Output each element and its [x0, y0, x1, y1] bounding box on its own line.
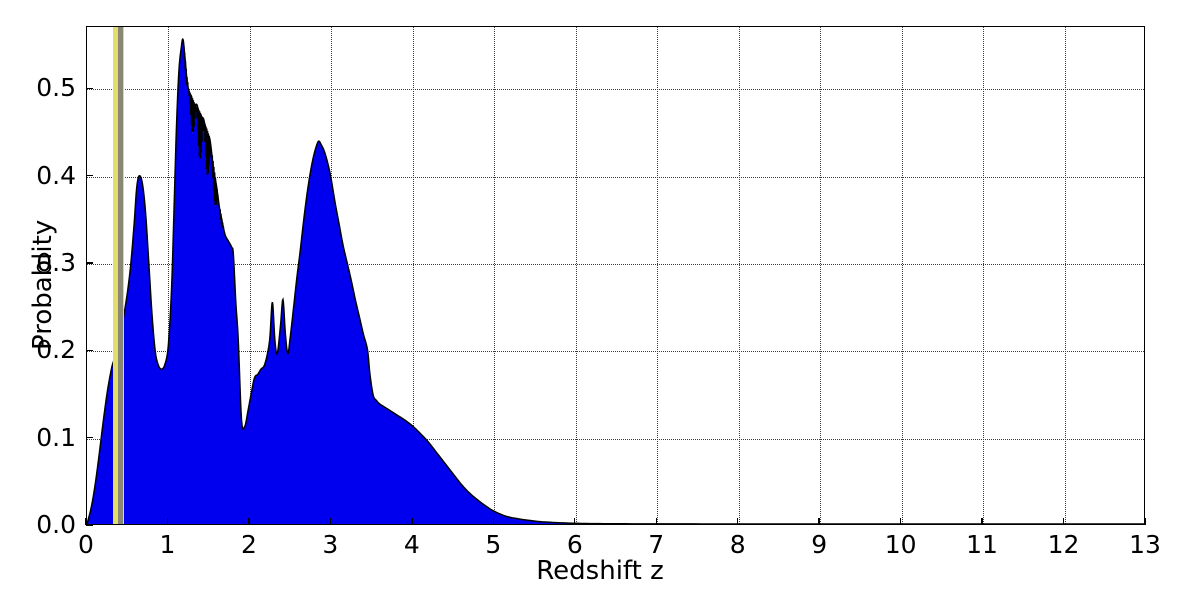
x-tick-label: 10	[884, 530, 917, 559]
y-tick-label: 0.5	[36, 73, 76, 103]
x-tick-mark	[411, 518, 413, 525]
x-tick-label: 7	[648, 530, 665, 559]
gridline-horizontal	[87, 89, 1144, 91]
x-tick-label: 3	[322, 530, 339, 559]
oscillation-comb	[182, 46, 225, 229]
x-tick-mark	[248, 518, 250, 525]
gridline-vertical	[738, 27, 740, 524]
y-tick-label: 0.2	[36, 335, 76, 365]
gridline-horizontal	[87, 438, 1144, 440]
x-tick-label: 9	[811, 530, 828, 559]
gridline-vertical	[412, 27, 414, 524]
gridline-vertical	[575, 27, 577, 524]
y-tick-mark	[86, 436, 93, 439]
x-tick-mark	[1144, 518, 1146, 525]
x-tick-mark	[899, 518, 902, 525]
plot-area	[86, 26, 1145, 525]
gridline-vertical	[249, 27, 251, 524]
y-tick-label: 0.1	[36, 422, 76, 452]
x-axis-title: Redshift z	[536, 556, 664, 586]
x-tick-mark	[492, 518, 494, 525]
y-tick-label: 0.0	[36, 510, 76, 539]
gridline-horizontal	[87, 351, 1144, 353]
x-tick-label: 0	[78, 530, 94, 559]
gridline-vertical	[820, 27, 822, 524]
y-tick-mark	[86, 174, 93, 177]
gridline-vertical	[494, 27, 496, 524]
x-tick-label: 12	[1047, 530, 1080, 559]
probability-density-curve	[87, 38, 1144, 524]
density-fill	[87, 39, 1144, 524]
spectroscopic-redshift-band	[118, 27, 124, 524]
gridline-vertical	[983, 27, 985, 524]
y-tick-mark	[86, 87, 93, 89]
gridline-horizontal	[87, 263, 1144, 265]
x-tick-mark	[981, 518, 983, 525]
y-tick-mark	[86, 262, 93, 264]
x-tick-label: 1	[159, 530, 176, 559]
x-tick-mark	[166, 518, 169, 525]
x-tick-label: 13	[1129, 530, 1161, 559]
gridline-vertical	[168, 27, 170, 524]
y-tick-mark	[86, 349, 93, 351]
x-tick-label: 4	[403, 530, 420, 559]
gridline-horizontal	[87, 176, 1144, 178]
x-tick-label: 2	[240, 530, 257, 559]
x-tick-mark	[736, 518, 739, 525]
x-tick-mark	[1062, 518, 1065, 525]
x-tick-mark	[655, 518, 657, 525]
x-tick-mark	[818, 518, 820, 525]
x-tick-label: 11	[966, 530, 998, 559]
y-tick-mark	[86, 524, 93, 526]
gridline-vertical	[657, 27, 659, 524]
gridline-vertical	[901, 27, 903, 524]
y-axis-title: Probablity	[28, 219, 58, 350]
x-tick-mark	[85, 518, 87, 525]
x-tick-mark	[329, 518, 332, 525]
gridline-vertical	[1064, 27, 1066, 524]
x-tick-label: 5	[485, 530, 502, 559]
x-tick-label: 6	[566, 530, 583, 559]
x-tick-mark	[574, 518, 576, 525]
y-tick-label: 0.3	[36, 247, 76, 277]
density-outline	[87, 38, 1144, 524]
x-tick-label: 8	[729, 530, 746, 559]
y-tick-label: 0.4	[36, 160, 76, 190]
